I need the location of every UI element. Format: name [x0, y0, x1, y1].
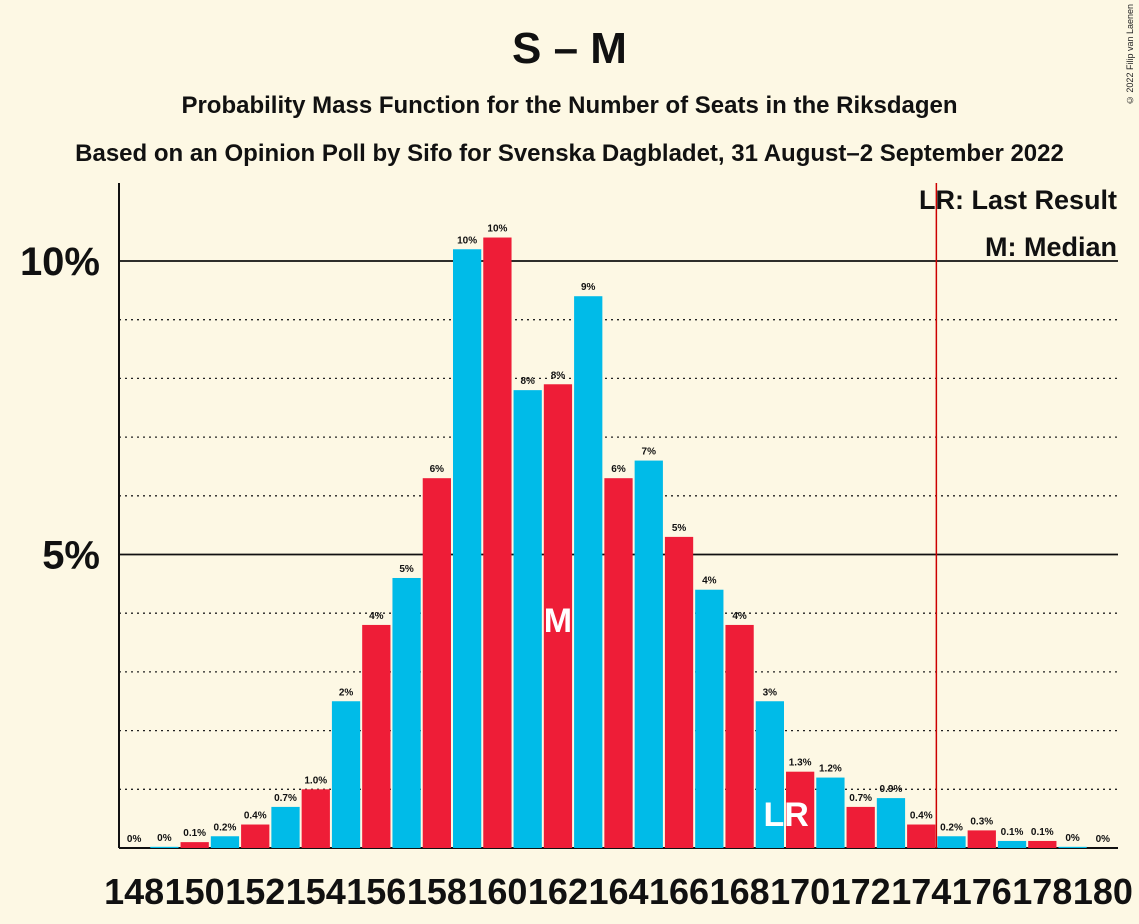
bar-data-label: 3% [763, 687, 778, 698]
bar-seat-178 [1028, 840, 1057, 848]
bar-seat-155 [331, 701, 361, 848]
bar-data-label: 5% [672, 523, 687, 534]
bar-data-label: 0.1% [1031, 827, 1054, 838]
bar-seat-172 [846, 806, 875, 848]
bar-seat-157 [392, 577, 421, 848]
bar-data-label: 6% [430, 464, 445, 475]
x-tick-label: 164 [588, 871, 648, 912]
bar-seat-158 [422, 478, 451, 848]
bar-data-label: 0.3% [970, 816, 993, 827]
chart-subtitle: Probability Mass Function for the Number… [181, 92, 958, 119]
x-tick-label: 166 [649, 871, 709, 912]
y-tick-label: 5% [42, 534, 100, 578]
bar-seat-154 [301, 789, 330, 848]
bar-seat-163 [574, 296, 603, 849]
bar-seat-169 [755, 701, 784, 848]
bar-seat-151 [210, 836, 240, 848]
bar-data-label: 0.1% [1001, 827, 1024, 838]
x-tick-label: 178 [1012, 871, 1072, 912]
bar-data-label: 4% [702, 576, 717, 587]
bar-seat-168 [725, 624, 754, 848]
x-tick-label: 170 [770, 871, 830, 912]
x-tick-label: 154 [286, 871, 346, 912]
x-tick-label: 160 [467, 871, 527, 912]
median-marker: M [544, 602, 572, 640]
bar-data-label: 0.7% [849, 793, 872, 804]
bar-seat-177 [997, 840, 1027, 848]
bar-data-label: 0.4% [910, 811, 933, 822]
bar-seat-174 [907, 824, 936, 848]
bar-seat-152 [241, 824, 270, 848]
bar-data-label: 8% [551, 370, 566, 381]
bar-seat-159 [453, 249, 482, 848]
last-result-marker: LR [763, 796, 808, 834]
bar-seat-165 [634, 460, 663, 848]
bar-data-label: 0.7% [274, 793, 297, 804]
bar-seat-164 [604, 478, 633, 848]
bar-data-label: 0% [1096, 834, 1111, 845]
chart-title: S – M [512, 24, 627, 73]
bar-data-label: 0.9% [880, 784, 903, 795]
bar-data-label: 1.0% [304, 775, 327, 786]
bar-data-label: 0.2% [940, 822, 963, 833]
bar-data-label: 5% [399, 564, 414, 575]
bar-data-label: 9% [581, 282, 596, 293]
bar-seat-166 [664, 536, 694, 848]
x-tick-label: 162 [528, 871, 588, 912]
bar-seat-176 [967, 830, 996, 848]
bar-seat-153 [271, 806, 300, 848]
bar-seat-173 [876, 798, 906, 848]
bar-data-label: 2% [339, 687, 354, 698]
bar-seat-150 [180, 842, 209, 848]
x-tick-label: 168 [710, 871, 770, 912]
bar-data-label: 0% [157, 833, 172, 844]
bar-seat-175 [937, 836, 966, 848]
x-tick-label: 158 [407, 871, 467, 912]
bar-data-label: 0.4% [244, 811, 267, 822]
bar-seat-167 [695, 589, 724, 848]
x-tick-label: 150 [165, 871, 225, 912]
x-tick-label: 152 [225, 871, 285, 912]
bar-seat-161 [513, 390, 542, 848]
x-tick-label: 174 [891, 871, 951, 912]
chart-subtitle-source: Based on an Opinion Poll by Sifo for Sve… [75, 140, 1064, 167]
bar-data-label: 6% [611, 464, 626, 475]
legend-median: M: Median [985, 232, 1117, 262]
bar-data-label: 4% [369, 611, 384, 622]
x-tick-label: 180 [1073, 871, 1133, 912]
bar-data-label: 0% [1065, 833, 1080, 844]
bar-data-label: 1.3% [789, 758, 812, 769]
bar-seat-149 [150, 846, 179, 848]
bar-seat-160 [483, 237, 512, 848]
bar-data-label: 0.1% [183, 828, 206, 839]
bar-seat-156 [362, 624, 391, 848]
x-tick-label: 176 [952, 871, 1012, 912]
bar-data-label: 10% [457, 235, 477, 246]
bar-seat-162 [543, 384, 573, 848]
bar-data-label: 8% [520, 376, 535, 387]
bar-data-label: 7% [642, 447, 657, 458]
bar-seat-171 [816, 777, 845, 848]
legend-last-result: LR: Last Result [919, 185, 1117, 215]
bar-seat-170 [786, 771, 815, 848]
bar-data-label: 0% [127, 834, 142, 845]
y-tick-label: 10% [20, 240, 100, 284]
x-tick-label: 148 [104, 871, 164, 912]
bar-data-label: 4% [732, 611, 747, 622]
bar-seat-179 [1058, 846, 1087, 848]
x-tick-label: 172 [831, 871, 891, 912]
bar-data-label: 0.2% [214, 822, 237, 833]
bar-data-label: 10% [487, 224, 507, 235]
x-tick-label: 156 [346, 871, 406, 912]
bar-data-label: 1.2% [819, 764, 842, 775]
